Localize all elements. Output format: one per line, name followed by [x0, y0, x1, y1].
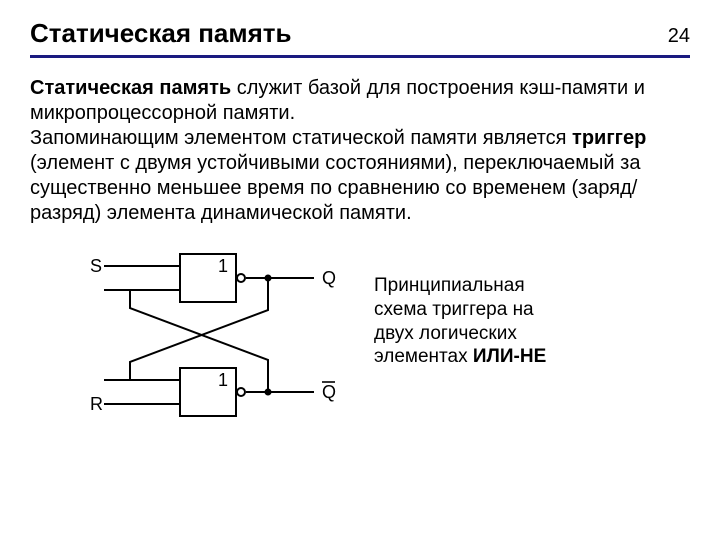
lead-bold: Статическая память [30, 77, 231, 99]
caption-l4b: ИЛИ-НЕ [473, 346, 546, 367]
svg-text:S: S [90, 256, 102, 276]
caption-l3: двух логических [374, 323, 517, 344]
caption-l1: Принципиальная [374, 275, 525, 296]
svg-text:Q: Q [322, 268, 336, 288]
page-title: Статическая память [30, 18, 292, 49]
main-paragraph: Статическая память служит базой для пост… [30, 76, 690, 226]
caption-l4a: элементах [374, 346, 473, 367]
svg-text:1: 1 [218, 256, 228, 276]
line2a: Запоминающим элементом статической памят… [30, 127, 572, 149]
line2b: (элемент с двумя устойчивыми состояниями… [30, 152, 640, 224]
page-number: 24 [668, 25, 690, 48]
caption-l2: схема триггера на [374, 299, 534, 320]
svg-text:1: 1 [218, 370, 228, 390]
svg-text:Q: Q [322, 382, 336, 402]
header: Статическая память 24 [30, 18, 690, 58]
diagram-caption: Принципиальная схема триггера на двух ло… [374, 240, 546, 369]
trigger-bold: триггер [572, 127, 646, 149]
svg-text:R: R [90, 394, 103, 414]
trigger-diagram: 1 1 S R Q Q [30, 240, 350, 440]
circuit-svg: 1 1 S R Q Q [70, 240, 350, 440]
